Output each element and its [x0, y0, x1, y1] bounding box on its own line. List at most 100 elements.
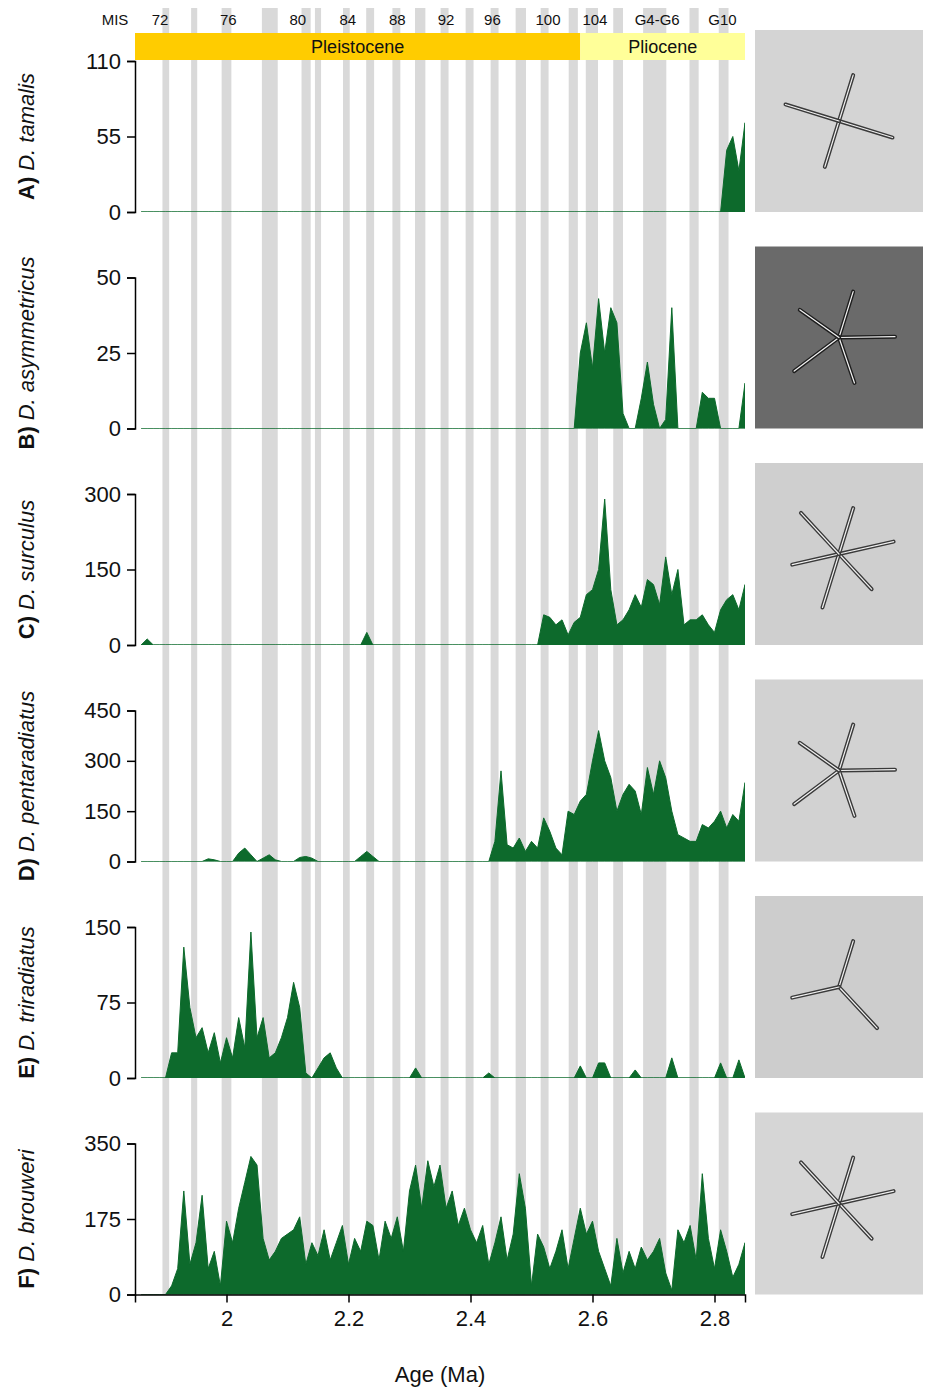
tick-label: 150: [84, 915, 121, 940]
x-tick: 2.6: [578, 1295, 609, 1332]
axis-line: [136, 1295, 746, 1303]
tick-mark: [127, 861, 135, 863]
glacial-band: [466, 8, 474, 1295]
tick-mark: [127, 428, 135, 430]
plot-area: [141, 1156, 745, 1294]
y-tick: 150: [84, 799, 135, 824]
micrograph-arm-highlight: [839, 554, 872, 589]
glacial-band: [392, 8, 400, 1295]
plot-area: [141, 123, 745, 212]
plot-area: [141, 499, 745, 645]
micrograph-arm: [839, 338, 854, 383]
abundance-area: [141, 932, 745, 1078]
x-tick: 2.2: [334, 1295, 365, 1332]
species-name: D. asymmetricus: [14, 256, 39, 420]
y-tick: 110: [86, 49, 135, 74]
y-tick: 0: [109, 849, 135, 874]
panel: 0150300450D)D. pentaradiatus: [14, 680, 923, 882]
glacial-band: [302, 8, 311, 1295]
micrograph-arm: [801, 513, 839, 554]
micrograph-arm: [825, 121, 839, 167]
y-tick: 150: [84, 557, 135, 582]
glacial-band: [222, 8, 232, 1295]
glacial-bands: [162, 8, 728, 1295]
y-tick: 0: [109, 416, 135, 441]
micrograph-arm-highlight: [822, 1204, 839, 1257]
micrograph-arm-highlight: [792, 987, 839, 998]
micrograph-arm-highlight: [801, 1162, 839, 1203]
panel-letter: B): [14, 426, 39, 449]
micrograph-arm: [839, 335, 895, 340]
micrograph-arm-highlight: [839, 987, 877, 1028]
tick-label: 0: [109, 416, 121, 441]
panel: 055110 A)D. tamalis: [14, 30, 923, 225]
epoch-label: Pleistocene: [311, 37, 404, 57]
micrograph: [755, 896, 923, 1078]
micrograph-arm-highlight: [792, 1204, 839, 1215]
y-axis: 075150: [84, 915, 135, 1091]
species-name: D. tamalis: [14, 73, 39, 171]
micrograph-arm: [839, 75, 853, 121]
y-tick: 0: [109, 200, 135, 225]
micrograph-ground: [755, 30, 923, 212]
abundance-area: [141, 499, 745, 645]
glacial-band: [516, 8, 526, 1295]
epoch-bar: [135, 33, 580, 60]
micrograph-arm-highlight: [839, 336, 895, 338]
tick-label: 150: [84, 799, 121, 824]
y-axis: 055110: [86, 49, 136, 225]
x-tick: 2.8: [700, 1295, 731, 1332]
micrograph-arm: [801, 1162, 839, 1203]
micrograph-arm: [800, 743, 839, 771]
micrograph-arm: [839, 1204, 872, 1239]
panel-letter: C): [14, 616, 39, 639]
y-tick: 0: [109, 1282, 135, 1307]
tick-mark: [592, 1295, 594, 1303]
tick-label: 0: [109, 1066, 121, 1091]
glacial-band: [541, 8, 549, 1295]
mis-label: 76: [220, 11, 237, 28]
micrograph-arm-highlight: [794, 338, 839, 372]
tick-label: 450: [84, 698, 121, 723]
micrograph-arm-highlight: [839, 1158, 853, 1204]
tick-label: 2.2: [334, 1306, 365, 1331]
axis-line: [127, 278, 136, 429]
panel-label: E)D. triradiatus: [14, 926, 39, 1079]
micrograph-arm-highlight: [800, 310, 839, 338]
plot-area: [141, 299, 745, 429]
micrograph-arm: [839, 771, 854, 816]
glacial-band: [262, 8, 278, 1295]
x-axis: 22.22.42.62.8: [136, 1295, 746, 1332]
micrograph-arm-highlight: [800, 743, 839, 771]
mis-label: G4-G6: [635, 11, 680, 28]
micrograph-ground: [755, 247, 923, 429]
tick-label: 0: [109, 200, 121, 225]
micrograph-arm-highlight: [839, 542, 894, 554]
glacial-band: [366, 8, 374, 1295]
panel-label: D)D. pentaradiatus: [14, 691, 39, 882]
panel-label: A)D. tamalis: [14, 73, 39, 200]
micrograph-ground: [755, 1113, 923, 1295]
micrograph-ground: [755, 463, 923, 645]
species-name: D. pentaradiatus: [14, 691, 39, 852]
panel-letter: E): [14, 1057, 39, 1079]
y-tick: 175: [84, 1207, 135, 1232]
micrograph-arm-highlight: [839, 338, 854, 383]
mis-label: 96: [484, 11, 501, 28]
mis-label: 72: [152, 11, 169, 28]
micrograph: [755, 1113, 923, 1295]
y-tick: 0: [109, 633, 135, 658]
glacial-band: [441, 8, 449, 1295]
tick-mark: [127, 212, 135, 214]
y-tick: 450: [84, 698, 135, 723]
micrograph: [755, 30, 923, 212]
glacial-band: [643, 8, 666, 1295]
y-axis: 02550: [97, 265, 136, 441]
tick-mark: [714, 1295, 716, 1303]
micrograph-arm: [839, 768, 895, 773]
micrograph-arm: [786, 104, 839, 121]
micrograph-arm: [839, 1191, 894, 1203]
micrograph-arm-highlight: [792, 554, 839, 565]
panel-label: C)D. surculus: [14, 500, 39, 639]
glacial-band: [689, 8, 698, 1295]
